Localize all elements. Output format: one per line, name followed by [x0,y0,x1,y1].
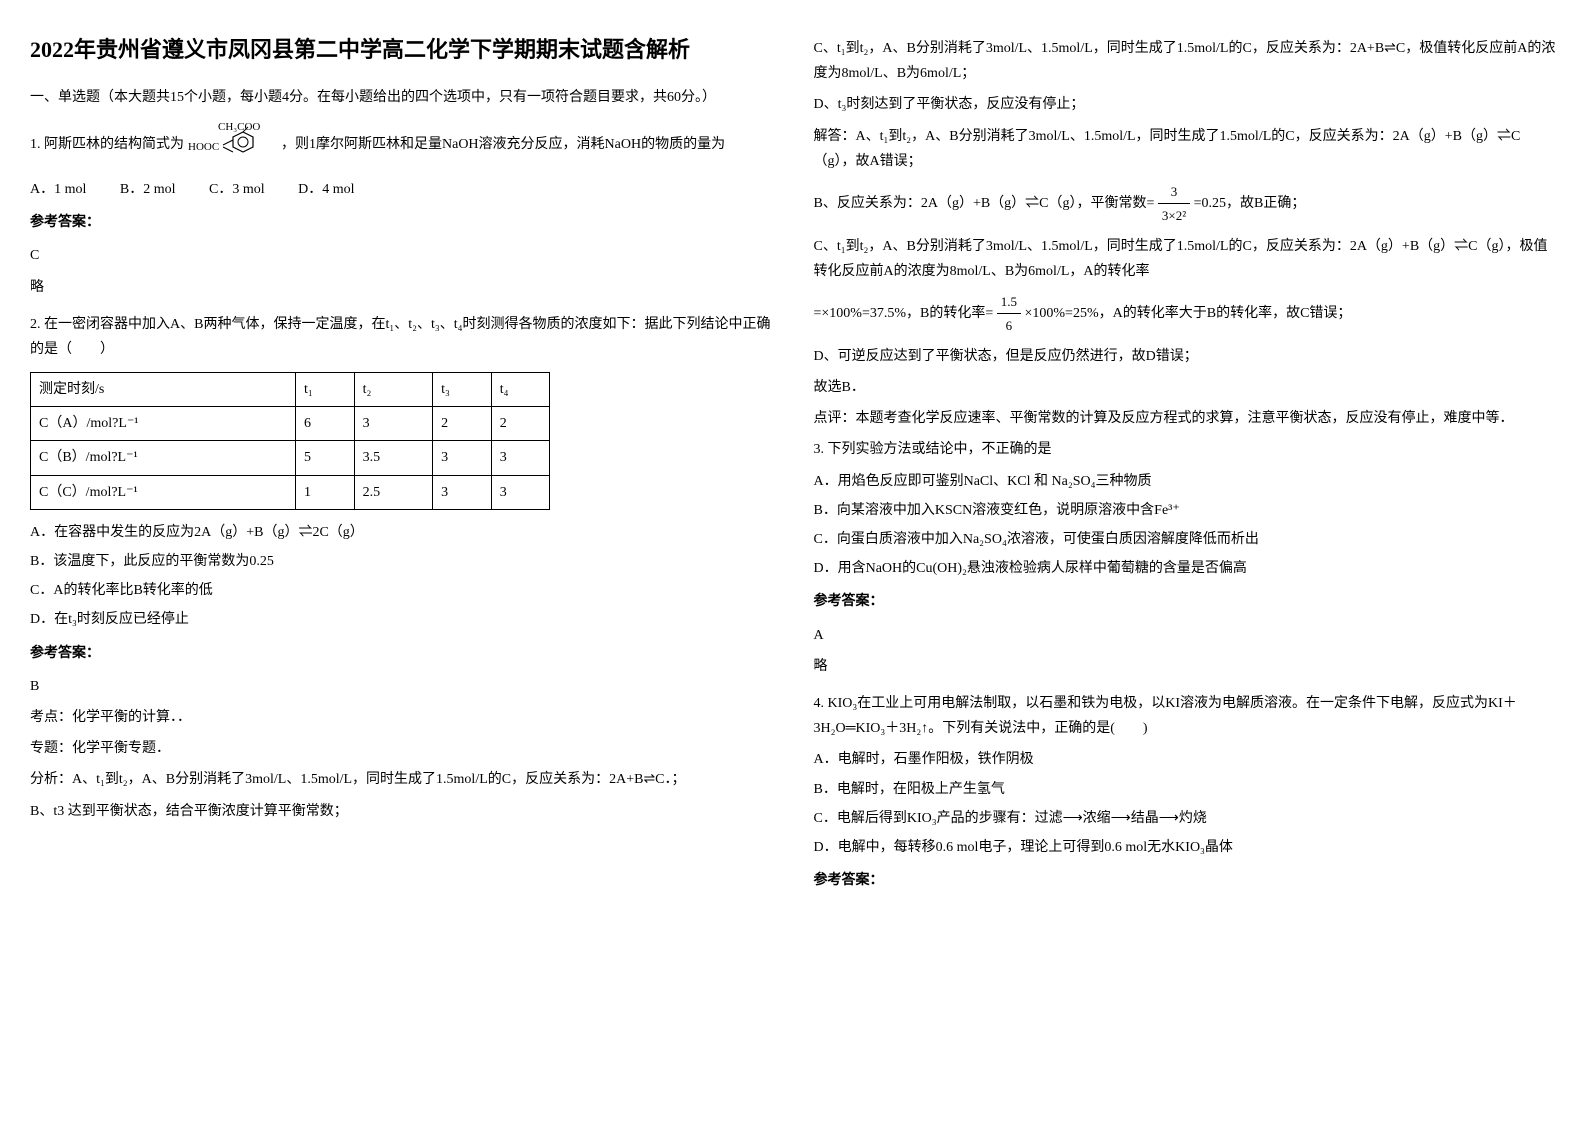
q4-option-a: A．电解时，石墨作阳极，铁作阴极 [814,747,1558,772]
q2-explain-select: 故选B． [814,375,1558,400]
q3-answer-label: 参考答案： [814,589,1558,614]
q2-explain-line: 考点：化学平衡的计算．． [30,705,774,730]
q1-answer: C [30,243,774,268]
table-cell: 3 [354,407,432,441]
q2-explain-c2-suffix: ×100%=25%，A的转化率大于B的转化率，故C错误； [1025,306,1352,321]
q2-answer: B [30,674,774,699]
question-3: 3. 下列实验方法或结论中，不正确的是 A．用焰色反应即可鉴别NaCl、KCl … [814,437,1558,679]
left-column: 2022年贵州省遵义市凤冈县第二中学高二化学下学期期末试题含解析 一、单选题（本… [30,30,774,905]
q2-explain-review: 点评：本题考查化学反应速率、平衡常数的计算及反应方程式的求算，注意平衡状态，反应… [814,406,1558,431]
table-cell: 3 [491,475,550,509]
fraction: 1.5 6 [997,290,1021,338]
q3-explain: 略 [814,654,1558,679]
fraction: 3 3×2² [1158,180,1190,228]
struct-left-text: HOOC [188,141,219,153]
q3-option-a: A．用焰色反应即可鉴别NaCl、KCl 和 Na₂SO₄三种物质 [814,469,1558,494]
q4-stem: 4. KIO₃在工业上可用电解法制取，以石墨和铁为电极，以KI溶液为电解质溶液。… [814,691,1558,741]
table-cell: 3 [433,475,492,509]
table-header: t₁ [295,373,354,407]
q2-explain-c2-prefix: =×100%=37.5%，B的转化率= [814,306,994,321]
table-cell: 6 [295,407,354,441]
q1-answer-label: 参考答案： [30,210,774,235]
q2-explain-c1: C、t₁到t₂，A、B分别消耗了3mol/L、1.5mol/L，同时生成了1.5… [814,234,1558,284]
q1-explain: 略 [30,275,774,300]
table-row: 测定时刻/s t₁ t₂ t₃ t₄ [31,373,550,407]
q2-explain-b: B、反应关系为：2A（g）+B（g）⇌C（g），平衡常数= 3 3×2² =0.… [814,180,1558,228]
table-cell: C（C）/mol?L⁻¹ [31,475,296,509]
q1-options: A．1 mol B．2 mol C．3 mol D．4 mol [30,177,774,202]
q2-explain-b-suffix: =0.25，故B正确； [1194,196,1306,211]
q2-explain-line: B、t3 达到平衡状态，结合平衡浓度计算平衡常数； [30,799,774,824]
q2-explain-line: 解答：A、t₁到t₂，A、B分别消耗了3mol/L、1.5mol/L，同时生成了… [814,124,1558,174]
q1-option-c: C．3 mol [209,177,265,202]
table-cell: C（B）/mol?L⁻¹ [31,441,296,475]
q1-option-d: D．4 mol [298,177,354,202]
table-row: C（B）/mol?L⁻¹ 5 3.5 3 3 [31,441,550,475]
section-header: 一、单选题（本大题共15个小题，每小题4分。在每小题给出的四个选项中，只有一项符… [30,85,774,110]
q2-explain-line: C、t₁到t₂，A、B分别消耗了3mol/L、1.5mol/L，同时生成了1.5… [814,36,1558,86]
table-cell: 2.5 [354,475,432,509]
fraction-denominator: 6 [997,314,1021,337]
q4-option-c: C．电解后得到KIO₃产品的步骤有：过滤⟶浓缩⟶结晶⟶灼烧 [814,806,1558,831]
q1-stem-prefix: 1. 阿斯匹林的结构简式为 [30,137,184,152]
q2-explain-b-prefix: B、反应关系为：2A（g）+B（g）⇌C（g），平衡常数= [814,196,1155,211]
fraction-numerator: 3 [1158,180,1190,204]
page-container: 2022年贵州省遵义市凤冈县第二中学高二化学下学期期末试题含解析 一、单选题（本… [30,30,1557,905]
q3-option-c: C．向蛋白质溶液中加入Na₂SO₄浓溶液，可使蛋白质因溶解度降低而析出 [814,527,1558,552]
q4-option-b: B．电解时，在阳极上产生氢气 [814,777,1558,802]
q1-stem: 1. 阿斯匹林的结构简式为 CH₃COO HOOC ，则1摩尔阿斯匹林和足量Na… [30,120,774,169]
q3-option-d: D．用含NaOH的Cu(OH)₂悬浊液检验病人尿样中葡萄糖的含量是否偏高 [814,556,1558,581]
table-row: C（A）/mol?L⁻¹ 6 3 2 2 [31,407,550,441]
question-1: 1. 阿斯匹林的结构简式为 CH₃COO HOOC ，则1摩尔阿斯匹林和足量Na… [30,120,774,300]
q2-explain-line: 专题：化学平衡专题． [30,736,774,761]
q3-stem: 3. 下列实验方法或结论中，不正确的是 [814,437,1558,462]
q1-stem-suffix: ，则1摩尔阿斯匹林和足量NaOH溶液充分反应，消耗NaOH的物质的量为 [281,137,725,152]
q2-explain-line: D、t₃时刻达到了平衡状态，反应没有停止； [814,92,1558,117]
question-2: 2. 在一密闭容器中加入A、B两种气体，保持一定温度，在t₁、t₂、t₃、t₄时… [30,312,774,824]
table-cell: 3.5 [354,441,432,475]
q2-explain-line: 分析：A、t₁到t₂，A、B分别消耗了3mol/L、1.5mol/L，同时生成了… [30,767,774,792]
q2-table: 测定时刻/s t₁ t₂ t₃ t₄ C（A）/mol?L⁻¹ 6 3 2 2 … [30,372,550,510]
fraction-denominator: 3×2² [1158,204,1190,227]
q2-option-b: B．该温度下，此反应的平衡常数为0.25 [30,549,774,574]
q3-option-b: B．向某溶液中加入KSCN溶液变红色，说明原溶液中含Fe³⁺ [814,498,1558,523]
table-cell: 3 [433,441,492,475]
q2-option-a: A．在容器中发生的反应为2A（g）+B（g）⇌2C（g） [30,520,774,545]
q2-answer-label: 参考答案： [30,641,774,666]
table-cell: 2 [433,407,492,441]
q2-option-c: C．A的转化率比B转化率的低 [30,578,774,603]
q4-answer-label: 参考答案： [814,868,1558,893]
table-header: 测定时刻/s [31,373,296,407]
table-cell: 3 [491,441,550,475]
q2-explain-c2: =×100%=37.5%，B的转化率= 1.5 6 ×100%=25%，A的转化… [814,290,1558,338]
q1-option-b: B．2 mol [120,177,176,202]
q1-option-a: A．1 mol [30,177,86,202]
q4-option-d: D．电解中，每转移0.6 mol电子，理论上可得到0.6 mol无水KIO₃晶体 [814,835,1558,860]
q2-explain-d: D、可逆反应达到了平衡状态，但是反应仍然进行，故D错误； [814,344,1558,369]
table-header: t₃ [433,373,492,407]
document-title: 2022年贵州省遵义市凤冈县第二中学高二化学下学期期末试题含解析 [30,30,774,70]
table-cell: 2 [491,407,550,441]
struct-top-text: CH₃COO [218,121,260,133]
q2-option-d: D．在t₃时刻反应已经停止 [30,607,774,632]
q2-stem: 2. 在一密闭容器中加入A、B两种气体，保持一定温度，在t₁、t₂、t₃、t₄时… [30,312,774,362]
table-row: C（C）/mol?L⁻¹ 1 2.5 3 3 [31,475,550,509]
fraction-numerator: 1.5 [997,290,1021,314]
table-header: t₄ [491,373,550,407]
table-cell: 5 [295,441,354,475]
aspirin-structure-icon: CH₃COO HOOC [188,120,278,169]
table-cell: 1 [295,475,354,509]
q3-answer: A [814,623,1558,648]
right-column: C、t₁到t₂，A、B分别消耗了3mol/L、1.5mol/L，同时生成了1.5… [814,30,1558,905]
question-4: 4. KIO₃在工业上可用电解法制取，以石墨和铁为电极，以KI溶液为电解质溶液。… [814,691,1558,893]
table-header: t₂ [354,373,432,407]
table-cell: C（A）/mol?L⁻¹ [31,407,296,441]
